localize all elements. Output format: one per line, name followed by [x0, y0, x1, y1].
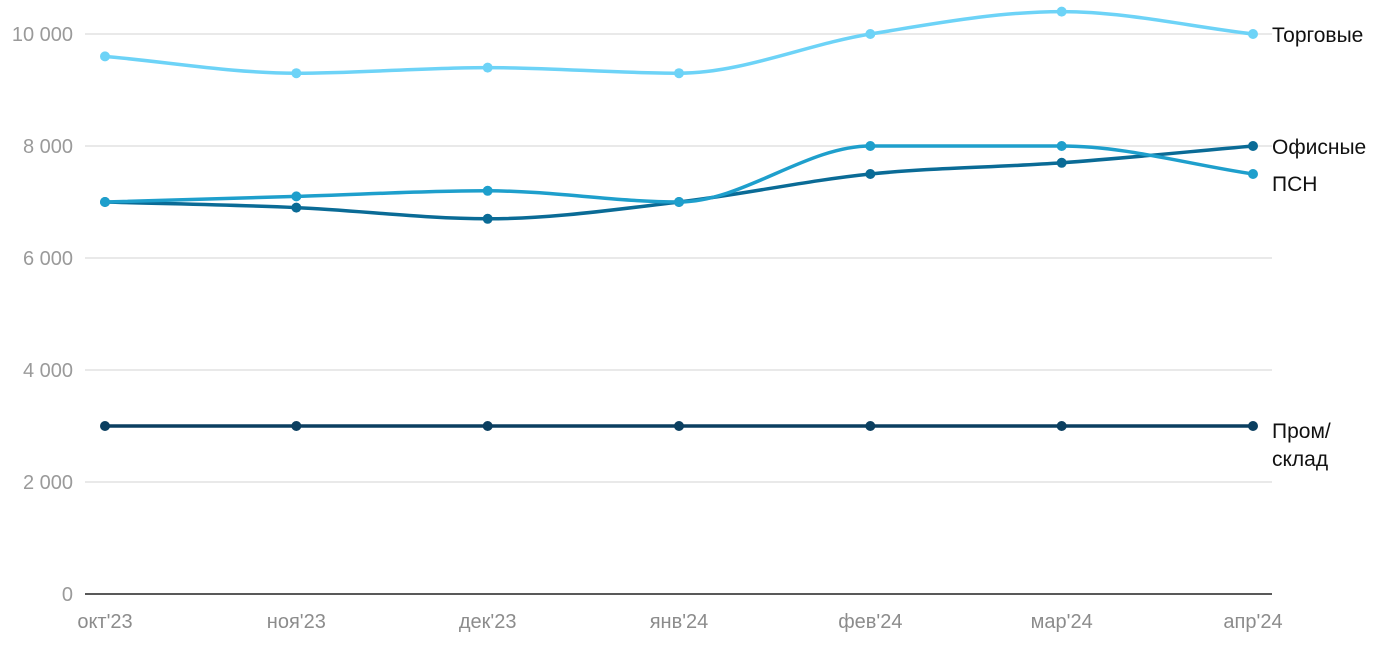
data-point	[1056, 141, 1067, 151]
series-0	[100, 6, 1258, 79]
x-tick-label: фев'24	[838, 611, 902, 633]
data-point	[674, 197, 684, 207]
data-point	[1248, 141, 1258, 151]
series-3	[100, 421, 1258, 431]
data-point	[482, 421, 493, 431]
data-point	[100, 421, 110, 431]
x-tick-label: окт'23	[77, 611, 132, 633]
series-line	[103, 9, 1255, 75]
x-tick-label: апр'24	[1223, 611, 1282, 633]
data-point	[100, 197, 110, 207]
data-point	[1248, 421, 1258, 431]
data-point	[1056, 421, 1067, 431]
data-point	[1056, 157, 1067, 168]
y-tick-label: 0	[62, 584, 73, 606]
series-labels: Торговые Офисные ПСН Пром/склад	[1272, 24, 1366, 471]
data-point	[1056, 6, 1067, 17]
data-point	[482, 185, 493, 196]
y-axis-ticks: 0 2 000 4 000 6 000 8 000 10 000	[12, 24, 73, 606]
data-point	[100, 51, 110, 62]
data-point	[482, 62, 493, 73]
series-1	[100, 141, 1258, 224]
series-label: Офисные	[1272, 136, 1366, 159]
data-point	[291, 68, 302, 79]
data-point	[291, 421, 302, 431]
data-point	[291, 202, 302, 213]
x-tick-label: ноя'23	[267, 611, 326, 633]
data-point	[291, 191, 302, 202]
y-tick-label: 4 000	[23, 360, 73, 382]
x-tick-label: мар'24	[1031, 611, 1093, 633]
y-tick-label: 8 000	[23, 136, 73, 158]
data-point	[1248, 29, 1258, 39]
grid-lines	[85, 33, 1272, 483]
series-line	[103, 144, 1255, 204]
x-tick-label: янв'24	[650, 611, 709, 633]
series-lines	[100, 6, 1258, 431]
data-point	[482, 213, 493, 224]
data-point	[865, 141, 876, 151]
y-tick-label: 2 000	[23, 472, 73, 494]
y-tick-label: 10 000	[12, 24, 73, 46]
data-point	[865, 169, 876, 179]
y-tick-label: 6 000	[23, 248, 73, 270]
data-point	[1248, 169, 1258, 179]
series-2	[100, 141, 1258, 207]
data-point	[674, 68, 684, 79]
x-tick-label: дек'23	[459, 611, 517, 633]
series-label: ПСН	[1272, 173, 1317, 196]
data-point	[865, 421, 876, 431]
data-point	[674, 421, 684, 431]
x-axis-ticks: окт'23 ноя'23 дек'23 янв'24 фев'24 мар'24 апр'…	[77, 611, 1282, 633]
series-line	[103, 144, 1255, 221]
series-label: Торговые	[1272, 24, 1363, 47]
data-point	[865, 29, 876, 39]
series-label: Пром/склад	[1272, 420, 1331, 471]
